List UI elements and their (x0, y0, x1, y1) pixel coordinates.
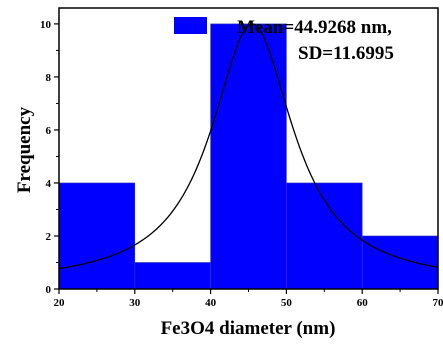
legend-swatch (174, 17, 207, 34)
histogram-bars (58, 23, 439, 290)
y-tick-label-2: 2 (46, 231, 52, 243)
x-tick-label-60: 60 (357, 297, 369, 309)
legend-line-2: SD=11.6995 (298, 43, 394, 64)
y-axis-title: Frequency (14, 106, 35, 193)
x-tick-label-70: 70 (433, 297, 443, 309)
histogram-bar-0 (58, 182, 136, 290)
histogram-bar-1 (134, 262, 211, 290)
x-tick-label-40: 40 (205, 297, 217, 309)
histogram-bar-2 (210, 23, 287, 290)
y-tick-label-6: 6 (46, 125, 52, 137)
y-tick-label-4: 4 (46, 178, 52, 190)
x-tick-label-30: 30 (129, 297, 141, 309)
y-tick-label-10: 10 (40, 19, 52, 31)
x-axis-title: Fe3O4 diameter (nm) (161, 318, 336, 339)
histogram-bar-4 (361, 235, 439, 290)
y-tick-label-8: 8 (46, 72, 52, 84)
y-axis-ticks: 0 2 4 6 8 10 (40, 19, 59, 296)
legend-line-1: Mean=44.9268 nm, (237, 17, 392, 38)
x-axis-ticks: 20 30 40 50 60 70 (54, 289, 443, 309)
x-tick-label-50: 50 (281, 297, 293, 309)
x-tick-label-20: 20 (54, 297, 66, 309)
y-tick-label-0: 0 (46, 284, 52, 296)
fit-curve (58, 23, 439, 270)
